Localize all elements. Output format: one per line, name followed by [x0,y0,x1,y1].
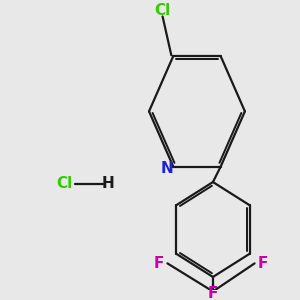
Text: N: N [160,160,173,175]
Text: F: F [154,256,164,271]
Text: Cl: Cl [154,3,171,18]
Text: H: H [102,176,115,191]
Text: Cl: Cl [57,176,73,191]
Text: F: F [208,286,218,300]
Text: F: F [257,256,268,271]
